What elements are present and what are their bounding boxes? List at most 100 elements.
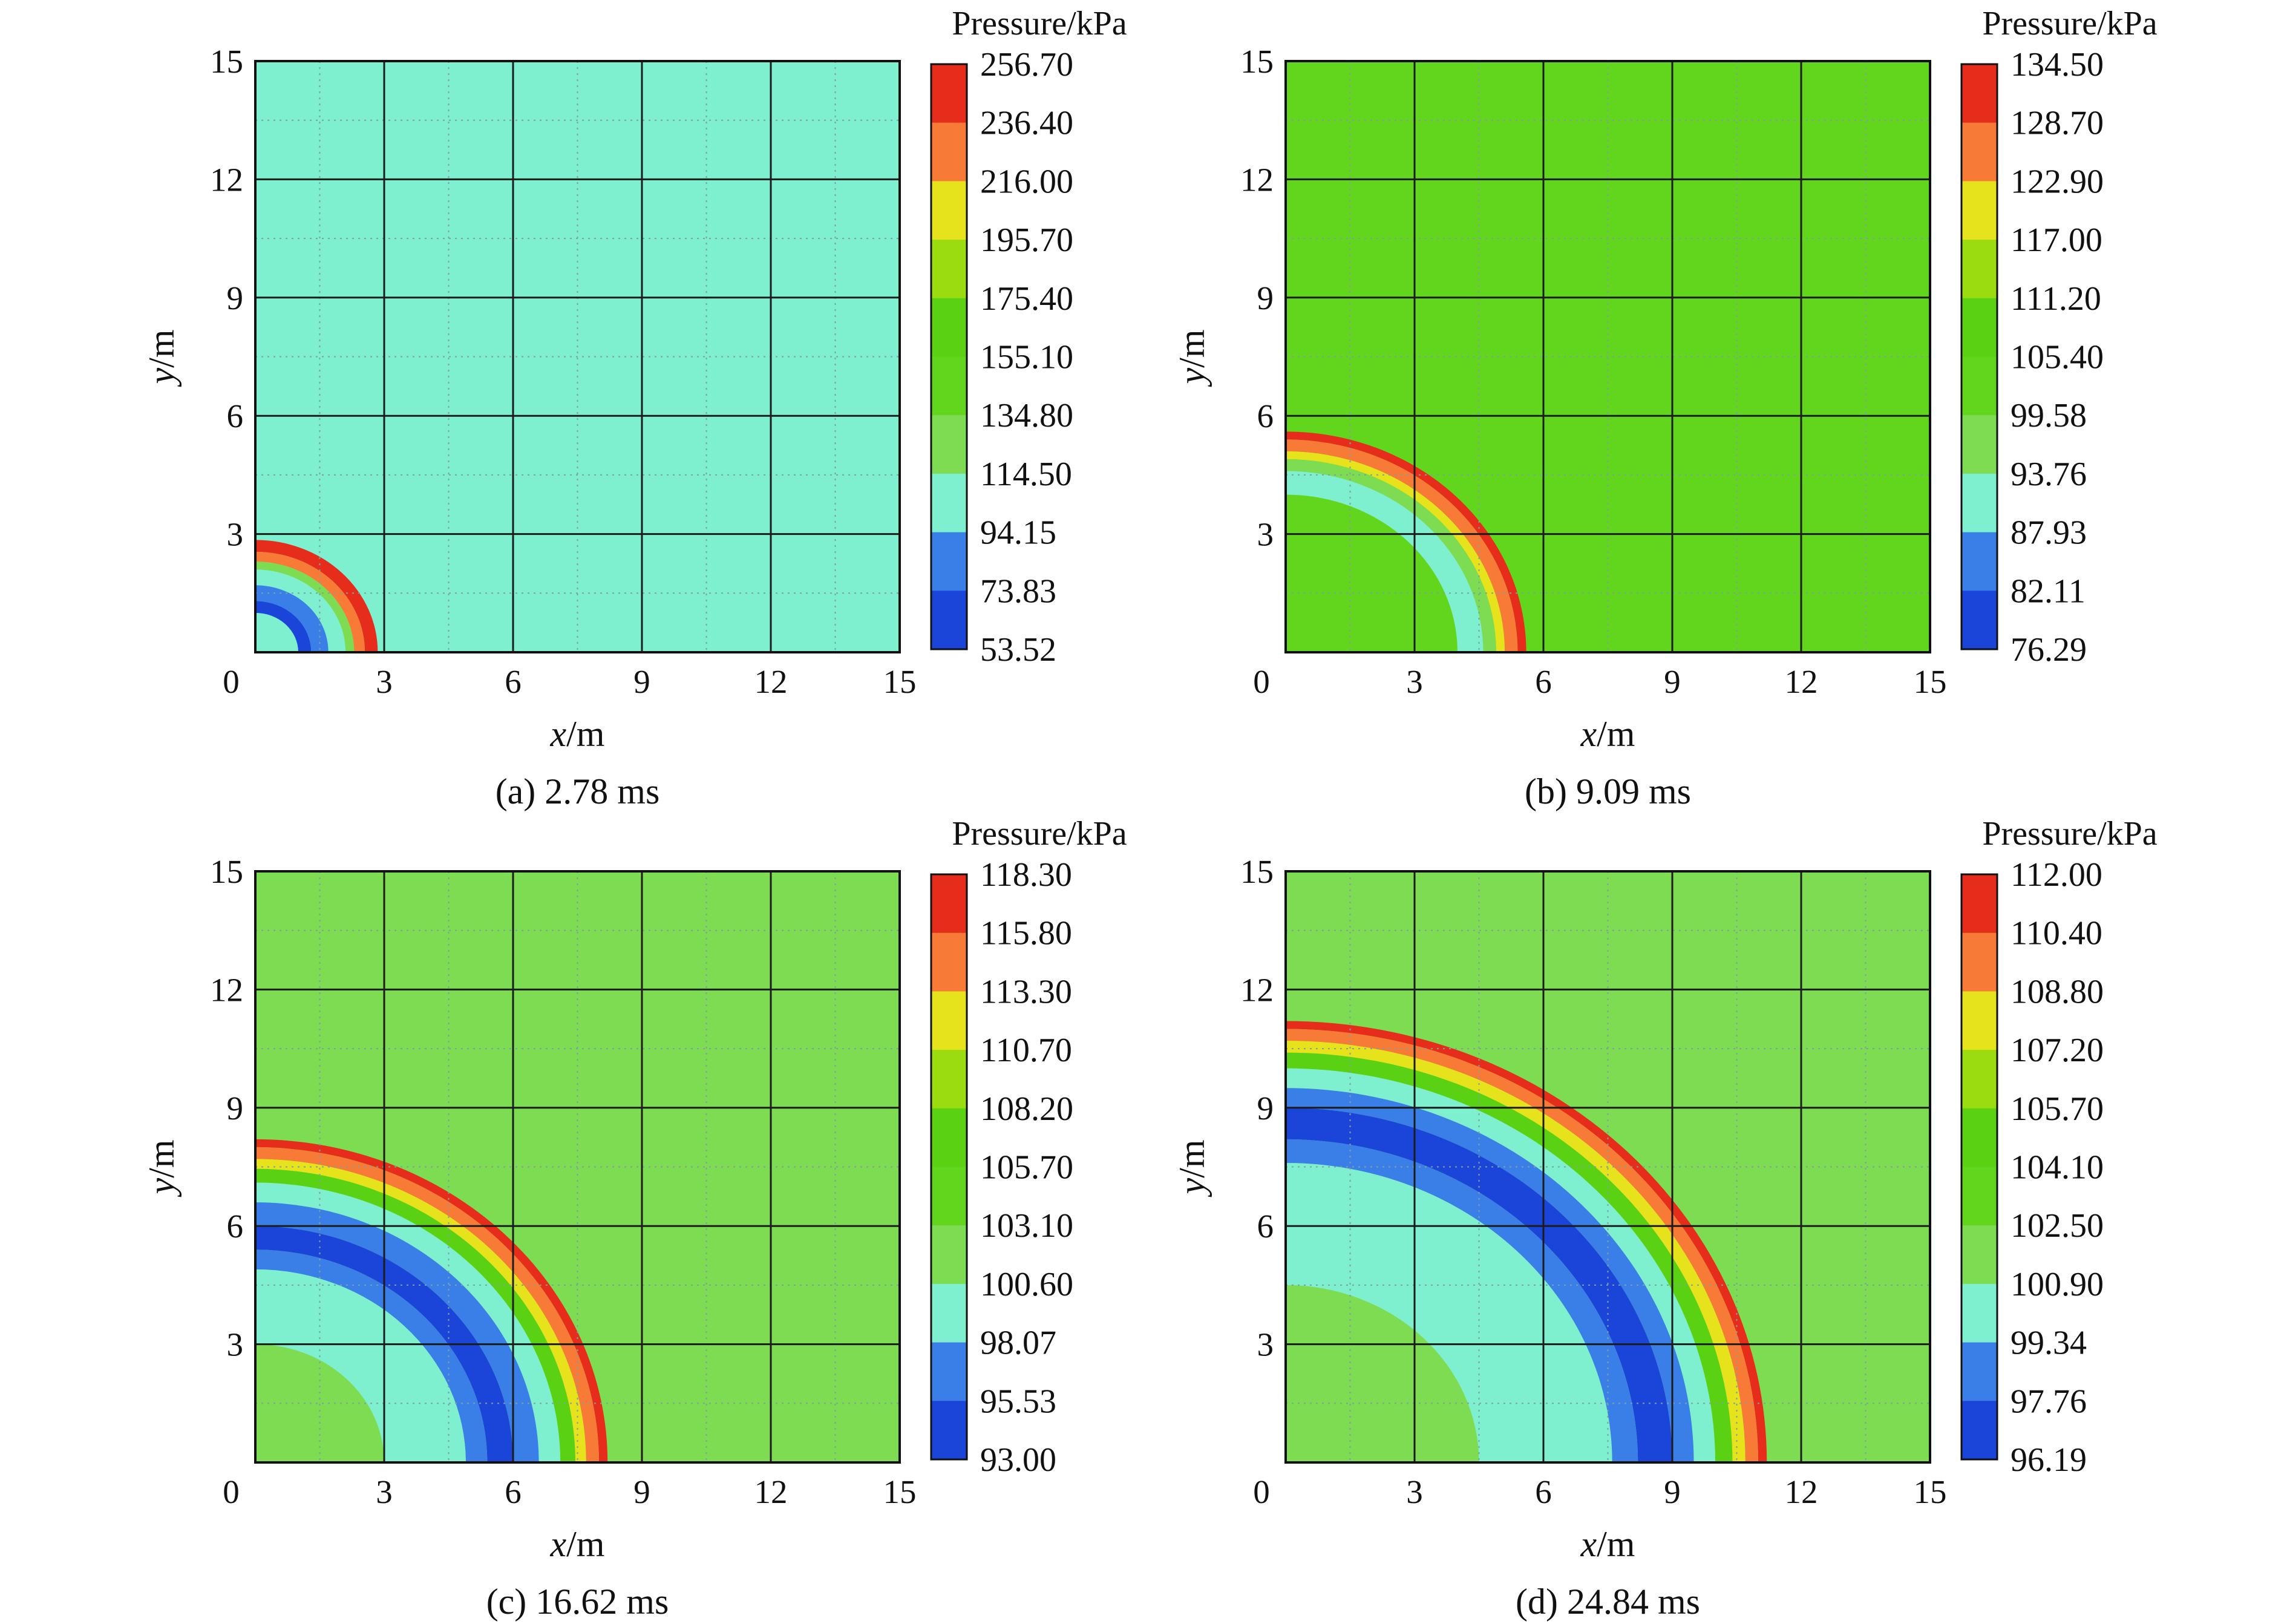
colorbar-title: Pressure/kPa <box>1982 815 2157 853</box>
x-tick-label: 15 <box>1914 663 1947 700</box>
pressure-field <box>255 61 900 652</box>
x-tick-label: 9 <box>1664 1473 1681 1510</box>
panel-d: 3 3 6 6 9 9 12 12 15 15 0 x/m y/m (d) 24.84 ms Pressur… <box>1172 815 2158 1622</box>
y-tick-label: 12 <box>1240 971 1274 1008</box>
pressure-field <box>255 871 900 1462</box>
colorbar-tick-label: 94.15 <box>980 514 1056 552</box>
colorbar-swatch <box>1961 298 1997 357</box>
plot-frame <box>254 60 901 653</box>
colorbar-swatch <box>931 591 967 650</box>
pressure-field <box>1286 871 1930 1462</box>
colorbar-swatch <box>1961 1283 1997 1343</box>
pressure-band-8 <box>1286 1162 1612 1462</box>
colorbar-swatch <box>931 1167 967 1226</box>
y-tick-label: 12 <box>1240 161 1274 198</box>
colorbar-title: Pressure/kPa <box>952 815 1127 853</box>
panel-a: 3 3 6 6 9 9 12 12 15 15 0 x/m y/m (a) 2.78 ms Pressure… <box>142 5 1127 811</box>
y-axis-label: y/m <box>142 330 182 388</box>
pressure-band-2 <box>255 562 355 652</box>
y-tick-label: 6 <box>227 398 244 434</box>
x-tick-label: 12 <box>754 1473 788 1510</box>
colorbar-tick-label: 99.58 <box>2011 397 2087 434</box>
origin-tick-label: 0 <box>1253 1473 1270 1510</box>
pressure-band-4 <box>255 1182 561 1462</box>
y-tick-label: 6 <box>1257 1208 1274 1245</box>
colorbar-swatch <box>1961 473 1997 533</box>
colorbar-swatch <box>1961 991 1997 1050</box>
pressure-band-5 <box>255 1202 539 1462</box>
colorbar-swatch <box>1961 1342 1997 1401</box>
colorbar-tick-label: 122.90 <box>2011 163 2104 200</box>
colorbar-tick-label: 76.29 <box>2011 631 2087 669</box>
colorbar-swatch <box>1961 240 1997 299</box>
colorbar-tick-label: 134.50 <box>2011 46 2104 83</box>
x-tick-label: 6 <box>1535 1473 1552 1510</box>
colorbar-frame <box>1960 63 1998 650</box>
colorbar-tick-label: 105.70 <box>2011 1090 2104 1128</box>
pressure-band-4 <box>1286 471 1484 652</box>
plot-frame <box>254 870 901 1464</box>
pressure-band-4 <box>255 601 312 652</box>
colorbar-swatch <box>931 874 967 934</box>
colorbar-swatch <box>1961 181 1997 240</box>
colorbar-swatch <box>1961 64 1997 123</box>
x-tick-label: 6 <box>505 1473 522 1510</box>
colorbar-swatch <box>931 415 967 474</box>
colorbar-swatch <box>1961 356 1997 416</box>
colorbar-frame <box>1960 873 1998 1461</box>
colorbar-swatch <box>931 1283 967 1343</box>
colorbar-tick-label: 104.10 <box>2011 1149 2104 1187</box>
pressure-band-7 <box>255 1249 488 1462</box>
colorbar-tick-label: 111.20 <box>2011 280 2101 318</box>
colorbar-tick-label: 96.19 <box>2011 1441 2087 1479</box>
pressure-field <box>1286 61 1930 652</box>
colorbar-swatch <box>931 1225 967 1285</box>
y-tick-label: 12 <box>210 971 243 1008</box>
colorbar-tick-label: 93.00 <box>980 1441 1056 1479</box>
x-tick-label: 9 <box>633 1473 650 1510</box>
colorbar-swatch <box>931 181 967 240</box>
colorbar-tick-label: 112.00 <box>2011 856 2102 894</box>
colorbar-tick-label: 216.00 <box>980 163 1073 200</box>
colorbar-tick-label: 110.40 <box>2011 915 2102 952</box>
colorbar-tick-label: 175.40 <box>980 280 1073 318</box>
pressure-band-7 <box>1286 1139 1638 1462</box>
colorbar-tick-label: 113.30 <box>980 973 1072 1010</box>
colorbar-swatch <box>931 1108 967 1167</box>
y-axis-label: y/m <box>142 1140 182 1198</box>
x-tick-label: 15 <box>1914 1473 1947 1510</box>
colorbar-swatch <box>1961 1401 1997 1460</box>
pressure-band-1 <box>255 551 365 652</box>
panel-b: 3 3 6 6 9 9 12 12 15 15 0 x/m y/m (b) 9.09 ms Pressure… <box>1172 5 2158 811</box>
colorbar-swatch <box>931 1401 967 1460</box>
colorbar-swatch <box>931 932 967 992</box>
colorbar-tick-label: 87.93 <box>2011 514 2087 552</box>
colorbar-tick-label: 128.70 <box>2011 105 2104 142</box>
x-tick-label: 3 <box>1406 1473 1423 1510</box>
colorbar-tick-label: 105.40 <box>2011 339 2104 376</box>
colorbar-tick-label: 102.50 <box>2011 1207 2104 1245</box>
colorbar-tick-label: 134.80 <box>980 397 1073 434</box>
colorbar-tick-label: 155.10 <box>980 339 1073 376</box>
y-tick-label: 9 <box>227 1090 244 1127</box>
colorbar-swatch <box>931 991 967 1050</box>
panel-caption: (a) 2.78 ms <box>496 771 660 811</box>
x-tick-label: 12 <box>1785 1473 1818 1510</box>
y-tick-label: 15 <box>1240 43 1274 80</box>
y-tick-label: 3 <box>1257 1326 1274 1363</box>
colorbar-tick-label: 73.83 <box>980 572 1056 610</box>
x-tick-label: 3 <box>376 1473 393 1510</box>
y-tick-label: 3 <box>227 516 244 553</box>
colorbar-swatch <box>931 64 967 123</box>
origin-tick-label: 0 <box>223 663 240 700</box>
colorbar-swatch <box>931 1342 967 1401</box>
x-tick-label: 6 <box>505 663 522 700</box>
colorbar-swatch <box>1961 415 1997 474</box>
colorbar-tick-label: 99.34 <box>2011 1324 2087 1362</box>
colorbar-frame <box>930 63 968 650</box>
colorbar-tick-label: 236.40 <box>980 105 1073 142</box>
y-tick-label: 6 <box>1257 398 1274 434</box>
x-axis-label: x/m <box>550 1524 605 1564</box>
colorbar-tick-label: 117.00 <box>2011 221 2102 259</box>
